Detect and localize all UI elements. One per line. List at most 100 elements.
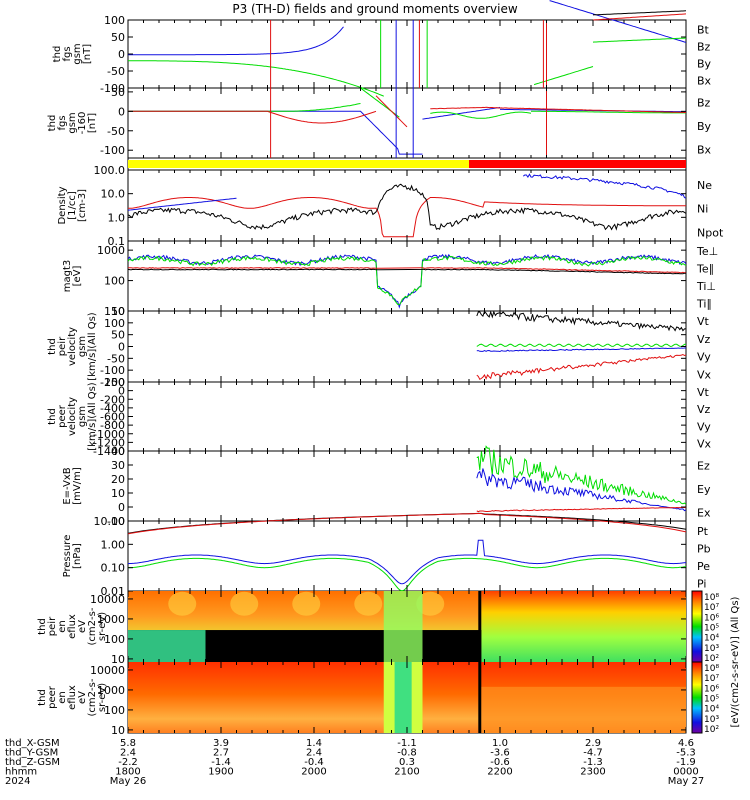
legend-label: Vx <box>697 368 712 381</box>
y-axis-label: eV <box>77 620 88 633</box>
panel-data <box>128 0 686 733</box>
y-axis-label: [cm-3] <box>77 189 88 222</box>
y-axis-label: peer <box>57 404 68 428</box>
series-by <box>430 111 532 119</box>
ephemeris-value: -3.6 <box>490 748 510 759</box>
legend-label: Pi <box>697 578 706 591</box>
y-tick-label: 10 <box>111 724 125 737</box>
y-axis-label: gsm <box>67 112 78 133</box>
series-bx <box>549 0 686 43</box>
ephemeris-value: 1.0 <box>492 738 508 749</box>
ion-spectrum-gap <box>478 591 482 662</box>
ephemeris-value: -0.8 <box>397 748 417 759</box>
legend-label: Vx <box>697 438 712 451</box>
y-axis-label: [km/s](All Qs) <box>87 312 98 380</box>
y-axis-label: fgs <box>62 46 73 61</box>
mode-bar-red <box>469 160 686 168</box>
y-tick-label: -100 <box>100 144 125 157</box>
series-ez <box>476 506 686 513</box>
legend-label: Vt <box>697 315 710 328</box>
colorbar-tick-label: 10⁶ <box>704 613 719 623</box>
ephemeris-row-label: thd_Y-GSM <box>5 748 58 759</box>
y-tick-label: 100 <box>104 633 125 646</box>
colorbar-tick-label: 10⁴ <box>704 705 719 715</box>
legend-label: Bt <box>697 24 710 37</box>
ephemeris-value: 2100 <box>394 767 419 778</box>
y-tick-label: 1000 <box>97 684 125 697</box>
y-tick-label: 0 <box>118 385 125 398</box>
ephemeris-value: 2000 <box>301 767 326 778</box>
y-tick-label: -600 <box>100 411 125 424</box>
y-tick-label: 40 <box>111 445 125 458</box>
y-axis-label: thd <box>47 408 58 425</box>
y-tick-label: 0 <box>118 501 125 514</box>
ephemeris-value: -1.4 <box>211 757 231 768</box>
ion-spectrum-late <box>481 591 686 662</box>
series-pi <box>128 539 686 585</box>
colorbar-tick-label: 10⁸ <box>704 593 719 603</box>
y-tick-label: 10 <box>111 487 125 500</box>
legend-label: Ti⊥ <box>696 280 716 293</box>
legend-label: Ey <box>697 483 711 496</box>
ephemeris-value: 2200 <box>487 767 512 778</box>
y-tick-label: 0.1 <box>108 235 126 248</box>
ephemeris-value: May 26 <box>110 776 147 787</box>
electron-spectrum-gap <box>478 662 482 733</box>
ephemeris-value: 1900 <box>208 767 233 778</box>
colorbar-tick-label: 10² <box>704 725 719 735</box>
y-tick-label: 10.00 <box>94 515 126 528</box>
colorbar-tick-label: 10⁶ <box>704 684 719 694</box>
series-by <box>128 60 385 97</box>
colorbar-tick-label: 10⁴ <box>704 634 719 644</box>
y-tick-label: -50 <box>107 352 125 365</box>
series-by <box>531 110 686 114</box>
legend-label: By <box>697 120 712 133</box>
legend-label: Pb <box>697 543 711 556</box>
panel-frame <box>127 240 687 312</box>
y-tick-label: 10000 <box>90 664 125 677</box>
series-vx <box>476 347 686 353</box>
legend-label: By <box>697 58 712 71</box>
colorbar-tick-label: 10³ <box>704 715 719 725</box>
colorbar-tick-label: 10⁸ <box>704 664 719 674</box>
panel-frame <box>127 87 687 159</box>
y-axis-label: eV <box>77 691 88 704</box>
ion-spectrum-feature <box>292 591 321 616</box>
colorbar-tick-label: 10⁵ <box>704 624 719 634</box>
y-axis-label: en <box>57 620 68 633</box>
series-ey <box>476 445 686 505</box>
colorbars: 10⁸10⁷10⁶10⁵10⁴10³10²10⁸10⁷10⁶10⁵10⁴10³1… <box>691 590 741 735</box>
series-by <box>128 103 361 112</box>
colorbar-tick-label: 10⁷ <box>704 674 719 684</box>
y-tick-label: 1000 <box>97 613 125 626</box>
ephemeris-row-label: thd_X-GSM <box>5 738 60 749</box>
panel-frame <box>127 381 687 452</box>
ephemeris-row-label: thd_Z-GSM <box>5 757 60 768</box>
ephemeris-value: 0000 <box>673 767 698 778</box>
y-tick-label: 1000 <box>97 244 125 257</box>
panel-frame <box>127 19 687 89</box>
colorbar-tick-label: 10⁷ <box>704 603 719 613</box>
ephemeris-value: 1.4 <box>306 738 322 749</box>
y-axis-label: (cm2-s- <box>87 607 98 645</box>
legend-label: Ni <box>697 203 708 216</box>
legend-label: Pe <box>697 560 710 573</box>
series-by <box>592 37 686 43</box>
y-tick-label: -10 <box>107 515 125 528</box>
series-npot <box>128 197 237 211</box>
legend-label: Bz <box>697 41 711 54</box>
y-axis-label: thd <box>52 46 63 63</box>
y-axis-label: [nT] <box>82 44 93 64</box>
legend-label: Ex <box>697 506 711 519</box>
ephemeris-row-label: hhmm <box>5 767 37 778</box>
ephemeris-value: 4.6 <box>678 738 694 749</box>
y-axis-label: fgs <box>57 115 68 130</box>
series-bz <box>128 110 377 124</box>
colorbar-tick-label: 10² <box>704 654 719 664</box>
colorbar-label: [eV/(cm2-s-sr-eV)] (All Qs) <box>730 596 741 727</box>
y-tick-label: 0 <box>118 48 125 61</box>
series-vt <box>476 310 686 332</box>
y-axis-label: (cm2-s- <box>87 678 98 716</box>
y-axis-label: [nT] <box>87 113 98 133</box>
y-axis-label: thd <box>47 115 58 132</box>
